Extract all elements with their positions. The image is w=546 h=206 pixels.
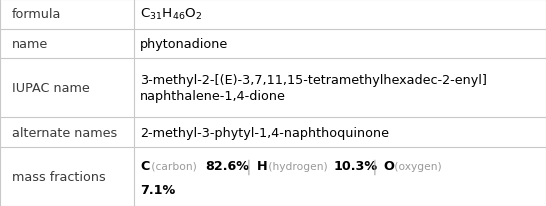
Text: mass fractions: mass fractions — [11, 170, 105, 183]
Text: IUPAC name: IUPAC name — [11, 82, 90, 95]
Text: 10.3%: 10.3% — [334, 159, 378, 172]
Text: │: │ — [241, 158, 257, 174]
Text: phytonadione: phytonadione — [140, 38, 229, 51]
Text: 82.6%: 82.6% — [205, 159, 249, 172]
Text: name: name — [11, 38, 48, 51]
Text: │: │ — [367, 158, 383, 174]
Text: 3-methyl-2-[(E)-3,7,11,15-tetramethylhexadec-2-enyl]: 3-methyl-2-[(E)-3,7,11,15-tetramethylhex… — [140, 74, 487, 87]
Text: formula: formula — [11, 8, 61, 21]
Text: 2-methyl-3-phytyl-1,4-naphthoquinone: 2-methyl-3-phytyl-1,4-naphthoquinone — [140, 126, 389, 139]
Text: (hydrogen): (hydrogen) — [264, 161, 330, 171]
Text: O: O — [383, 159, 394, 172]
Text: naphthalene-1,4-dione: naphthalene-1,4-dione — [140, 90, 286, 103]
Text: alternate names: alternate names — [11, 126, 117, 139]
Text: (carbon): (carbon) — [148, 161, 200, 171]
Text: H: H — [257, 159, 268, 172]
Text: C: C — [140, 159, 150, 172]
Text: $\mathregular{C_{31}H_{46}O_{2}}$: $\mathregular{C_{31}H_{46}O_{2}}$ — [140, 7, 203, 22]
Text: (oxygen): (oxygen) — [391, 161, 441, 171]
Text: 7.1%: 7.1% — [140, 183, 176, 196]
